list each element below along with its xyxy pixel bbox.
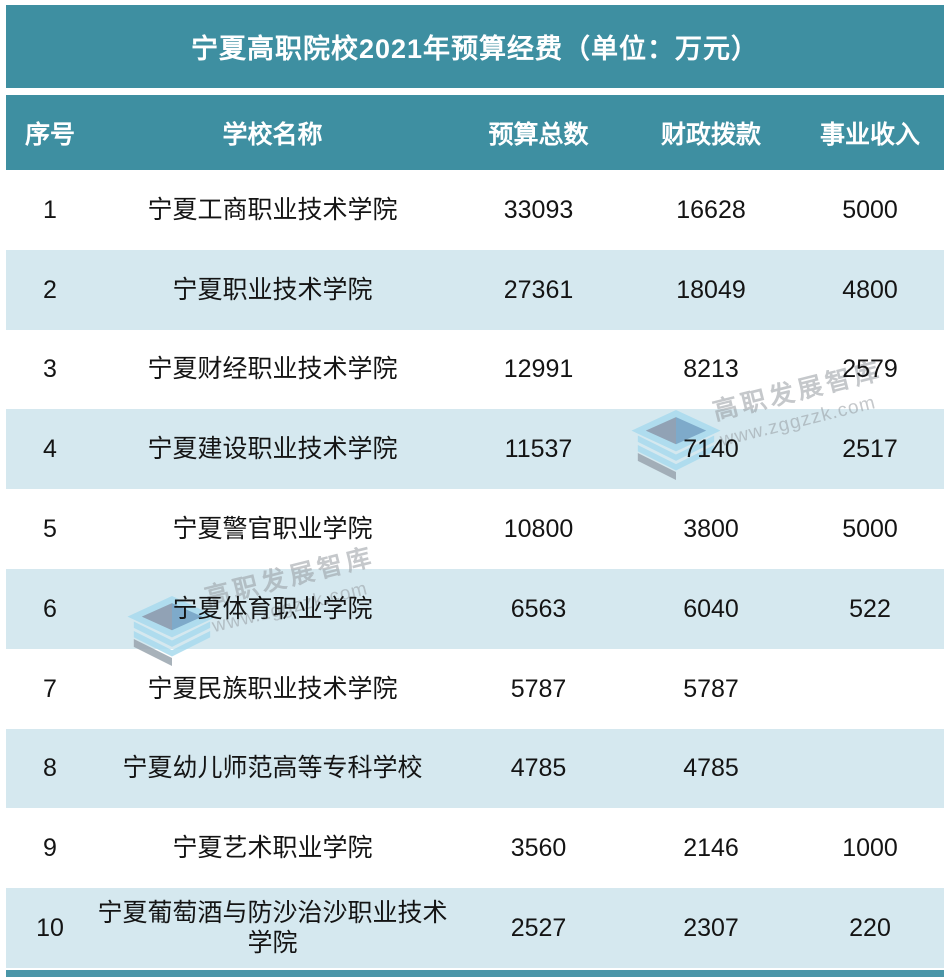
cell-school: 宁夏民族职业技术学院 (147, 674, 398, 703)
cell-income: 5000 (842, 515, 898, 544)
cell-fiscal: 8213 (683, 355, 739, 384)
cell-income: 2579 (842, 355, 898, 384)
column-header-fiscal: 财政拨款 (660, 120, 761, 149)
cell-fiscal: 18049 (676, 275, 746, 304)
cell-fiscal: 16628 (676, 195, 746, 224)
column-header-no: 序号 (24, 120, 75, 149)
cell-fiscal: 3800 (683, 515, 739, 544)
table-row: 4 宁夏建设职业技术学院 11537 7140 2517 (6, 409, 944, 490)
cell-school: 宁夏艺术职业学院 (172, 834, 373, 863)
column-header-income: 事业收入 (819, 120, 920, 149)
table-title: 宁夏高职院校2021年预算经费（单位：万元） (190, 34, 760, 64)
cell-school: 宁夏建设职业技术学院 (147, 435, 398, 464)
cell-budget: 27361 (503, 275, 574, 304)
cell-no: 5 (43, 515, 57, 544)
cell-income: 2517 (842, 435, 898, 464)
cell-no: 7 (43, 674, 57, 703)
cell-no: 6 (43, 594, 57, 623)
cell-budget: 12991 (503, 355, 574, 384)
title-header-divider (6, 88, 944, 95)
cell-budget: 4785 (510, 754, 567, 783)
cell-fiscal: 4785 (683, 754, 739, 783)
cell-school: 宁夏警官职业学院 (172, 515, 373, 544)
cell-fiscal: 6040 (683, 594, 739, 623)
cell-school: 宁夏幼儿师范高等专科学校 (122, 754, 423, 783)
cell-income: 522 (849, 594, 891, 623)
table-row: 9 宁夏艺术职业学院 3560 2146 1000 (6, 808, 944, 889)
budget-table: 宁夏高职院校2021年预算经费（单位：万元） 序号 学校名称 预算总数 财政拨款… (6, 5, 944, 977)
table-row: 8 宁夏幼儿师范高等专科学校 4785 4785 (6, 728, 944, 809)
cell-budget: 5787 (510, 674, 567, 703)
bottom-divider (6, 967, 944, 970)
cell-no: 9 (43, 834, 57, 863)
cell-school: 宁夏职业技术学院 (172, 275, 373, 304)
cell-budget: 11537 (504, 435, 573, 464)
cell-budget: 10800 (503, 515, 574, 544)
cell-school: 宁夏体育职业学院 (172, 594, 373, 623)
cell-budget: 3560 (510, 834, 567, 863)
cell-no: 8 (43, 754, 57, 783)
cell-budget: 2527 (510, 914, 567, 943)
table-bottom-bar (6, 969, 944, 977)
cell-income: 1000 (842, 834, 898, 863)
cell-fiscal: 2146 (683, 834, 739, 863)
column-header-school: 学校名称 (222, 120, 323, 149)
cell-fiscal: 2307 (683, 914, 739, 943)
cell-income: 5000 (842, 195, 898, 224)
cell-income: 220 (849, 914, 891, 943)
table-row: 5 宁夏警官职业学院 10800 3800 5000 (6, 489, 944, 569)
table-row: 1 宁夏工商职业技术学院 33093 16628 5000 (6, 170, 944, 250)
cell-no: 4 (43, 435, 57, 464)
cell-income: 4800 (842, 275, 898, 304)
cell-no: 2 (43, 275, 57, 304)
table-body: 1 宁夏工商职业技术学院 33093 16628 5000 2 宁夏职业技术学院… (6, 170, 944, 968)
cell-school: 宁夏葡萄酒与防沙治沙职业技术学院 (97, 899, 448, 958)
table-row: 3 宁夏财经职业技术学院 12991 8213 2579 (6, 329, 944, 410)
table-row: 6 宁夏体育职业学院 6563 6040 522 (6, 568, 944, 649)
table-row: 2 宁夏职业技术学院 27361 18049 4800 (6, 249, 944, 330)
table-row: 10 宁夏葡萄酒与防沙治沙职业技术学院 2527 2307 220 (6, 888, 944, 968)
cell-no: 3 (43, 355, 57, 384)
cell-no: 1 (43, 195, 57, 224)
cell-fiscal: 7140 (683, 435, 739, 464)
cell-budget: 33093 (503, 195, 574, 224)
table-title-band: 宁夏高职院校2021年预算经费（单位：万元） (6, 5, 944, 88)
cell-school: 宁夏工商职业技术学院 (147, 195, 398, 224)
cell-budget: 6563 (510, 594, 567, 623)
column-header-budget: 预算总数 (488, 120, 589, 149)
cell-no: 10 (36, 914, 64, 943)
cell-fiscal: 5787 (683, 674, 739, 703)
cell-school: 宁夏财经职业技术学院 (147, 355, 398, 384)
table-row: 7 宁夏民族职业技术学院 5787 5787 (6, 648, 944, 729)
table-header-row: 序号 学校名称 预算总数 财政拨款 事业收入 (6, 95, 944, 170)
